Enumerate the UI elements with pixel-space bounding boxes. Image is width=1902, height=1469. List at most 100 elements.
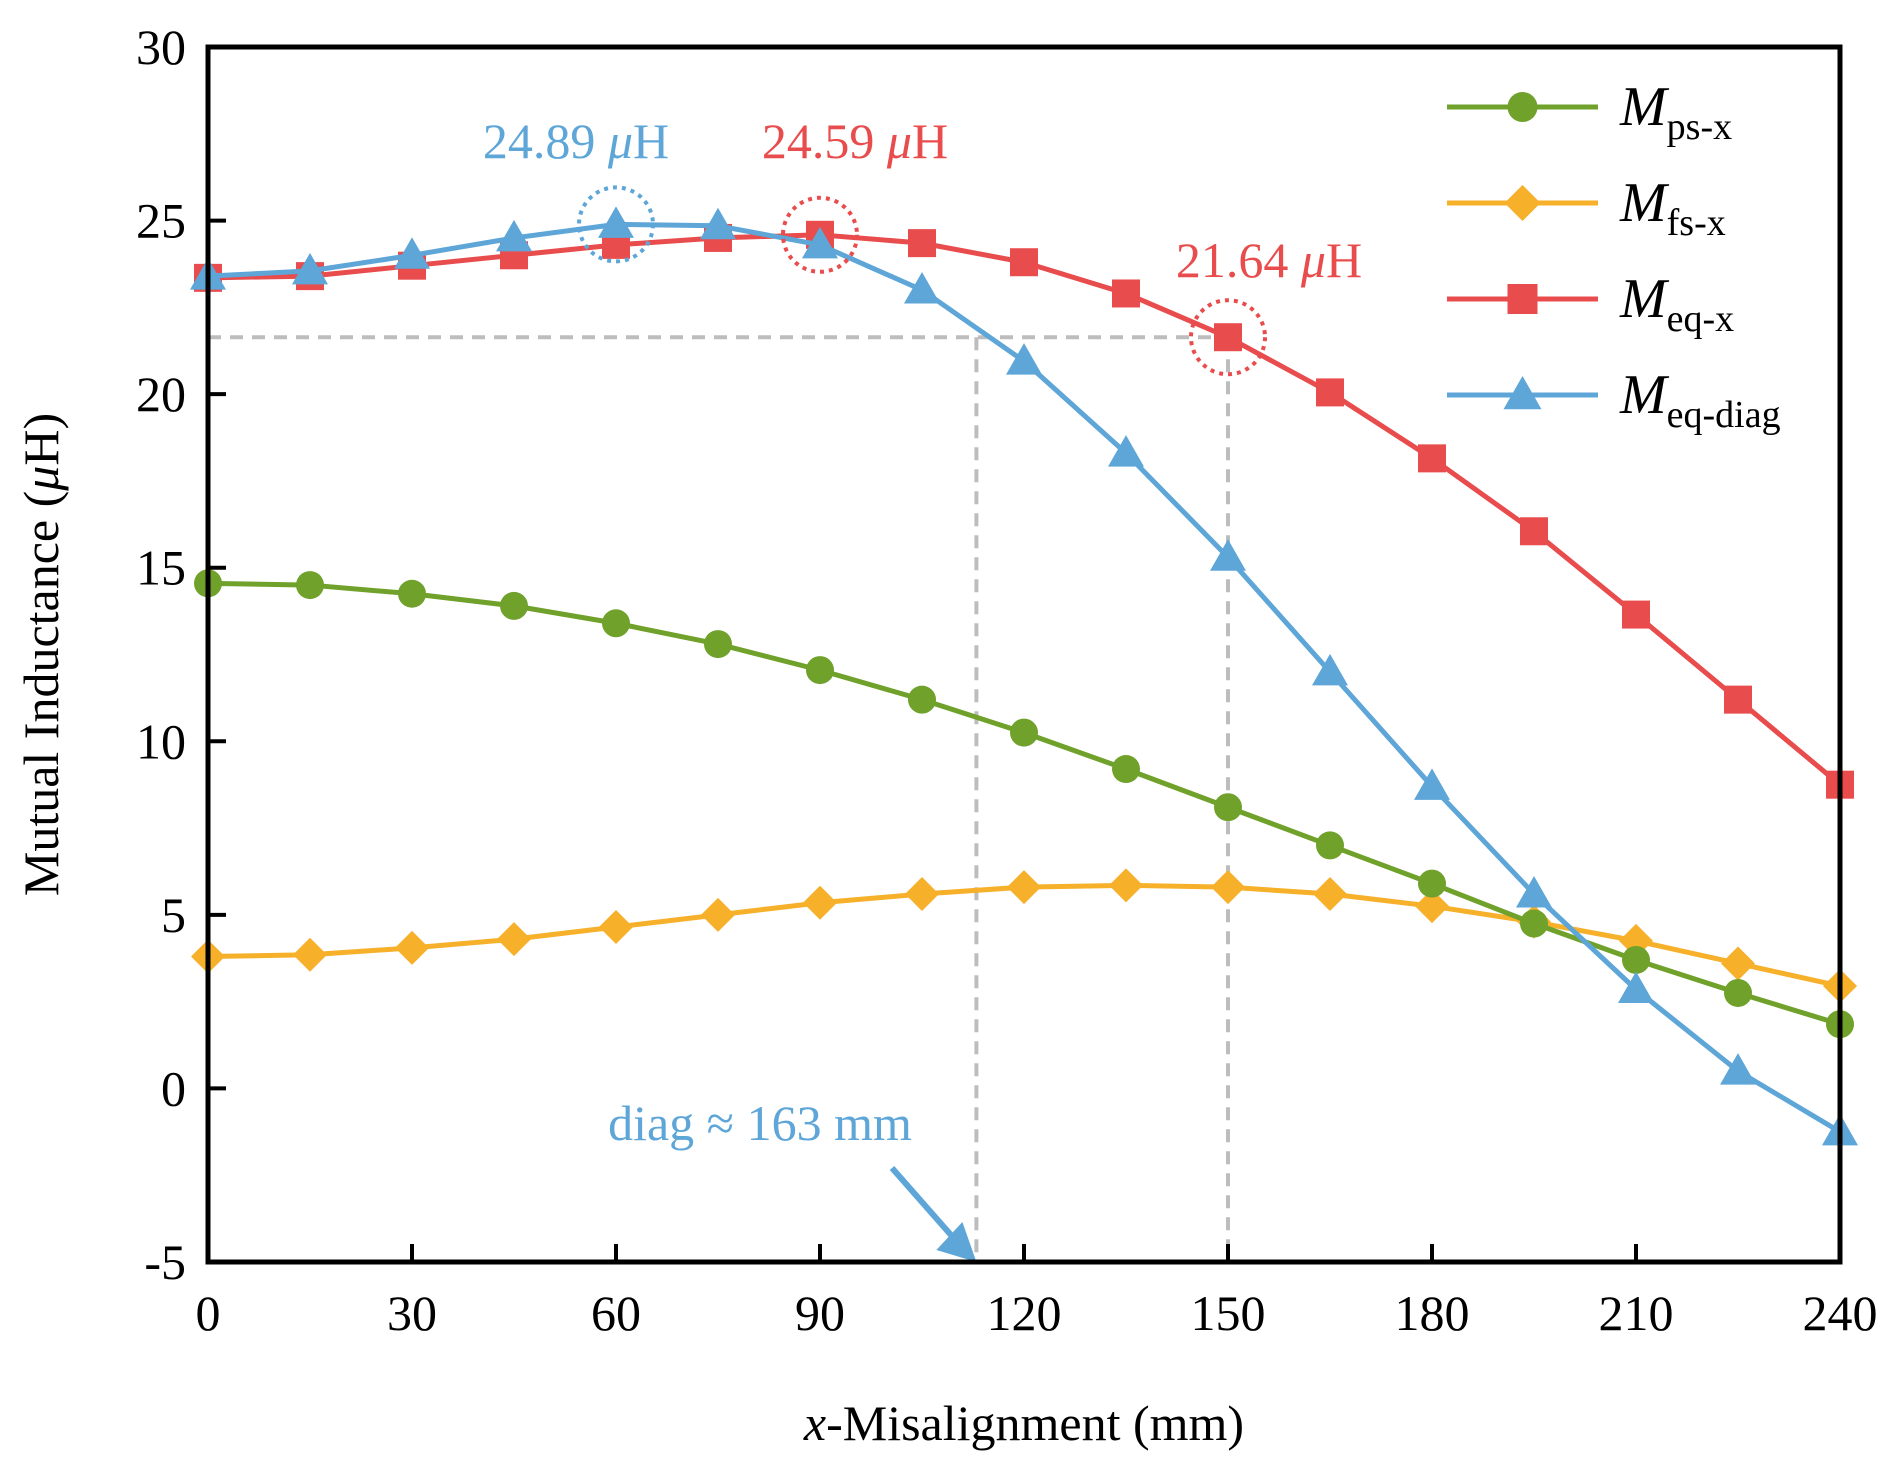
highlight-circle [1189,298,1267,377]
y-tick-label: 15 [136,540,186,596]
x-tick-label: 0 [196,1285,221,1341]
legend-entry: Mfs-x [1447,172,1726,244]
legend: Mps-x Mfs-x Meq-x Meq-diag [1447,76,1781,436]
data-point [1622,600,1650,629]
data-point [1112,279,1140,308]
data-point [700,207,736,240]
y-tick-label: 20 [136,366,186,422]
data-point [1724,978,1752,1007]
y-tick-label: 5 [161,887,186,943]
data-point [908,685,936,714]
y-tick-label: -5 [144,1234,186,1290]
series-M_fs-x [191,868,1857,1004]
legend-label: Mps-x [1619,76,1732,148]
data-point [395,930,429,965]
data-point [293,937,327,972]
data-point [1010,718,1038,747]
x-axis-ticks: 0 30 60 90 120 150 180 210 240 [196,1244,1878,1341]
data-point [1418,444,1446,473]
data-point [905,877,939,912]
data-point [1007,870,1041,905]
data-point [1006,343,1042,375]
series-M_ps-x [194,569,1854,1039]
data-point [1415,889,1449,924]
x-tick-label: 30 [387,1285,437,1341]
data-point [496,219,532,252]
x-tick-label: 90 [795,1285,845,1341]
highlight-circle [577,185,655,264]
data-point [1622,945,1650,974]
data-point [1316,831,1344,860]
data-point [602,609,630,638]
y-tick-label: 0 [161,1060,186,1116]
data-point [497,922,531,957]
data-point [1214,793,1242,822]
data-point [1418,869,1446,898]
x-tick-label: 60 [591,1285,641,1341]
data-point [398,579,426,608]
legend-label: Meq-x [1619,268,1734,340]
x-axis-title: x-Misalignment (mm) [803,1395,1244,1451]
data-point [598,206,634,238]
x-tick-label: 180 [1395,1285,1470,1341]
data-point [394,237,430,269]
data-point [296,571,324,600]
data-point [1316,378,1344,407]
data-point [1720,1053,1756,1085]
data-point [1312,653,1348,686]
data-point [1724,685,1752,714]
data-point [1010,248,1038,277]
annotation-arrow-head [936,1222,977,1262]
series-M_eq-x [194,220,1854,799]
legend-label: Mfs-x [1619,172,1726,244]
data-point [1214,323,1242,352]
data-point [1211,870,1245,905]
data-point [1618,971,1654,1003]
legend-entry: Mps-x [1447,76,1732,148]
plot-area-frame [205,44,1843,1265]
y-axis-ticks: -5 0 5 10 15 20 25 30 [136,19,226,1290]
x-tick-label: 120 [987,1285,1062,1341]
legend-marker [1503,376,1542,410]
legend-marker [1507,92,1538,122]
data-point [1516,876,1552,908]
data-point [701,897,735,932]
data-point [292,252,328,285]
data-point [1520,909,1548,938]
series-layer [190,206,1858,1146]
data-point [599,910,633,945]
x-tick-label: 240 [1803,1285,1878,1341]
y-tick-label: 25 [136,193,186,249]
data-point [500,591,528,620]
legend-marker [1507,284,1538,314]
data-point [802,226,838,259]
annotation-peak-eq: 24.59 μH [762,113,948,169]
legend-marker [1504,185,1541,221]
annotation-peak-diag: 24.89 μH [483,113,669,169]
legend-entry: Meq-x [1447,268,1734,340]
data-point [803,885,837,920]
data-point [704,630,732,659]
series-line [207,580,1841,1027]
x-tick-label: 150 [1191,1285,1266,1341]
legend-entry: Meq-diag [1447,364,1781,436]
data-point [908,229,936,258]
data-point [1520,517,1548,546]
series-M_eq-diag [190,206,1858,1146]
y-tick-label: 30 [136,19,186,75]
data-point [1414,768,1450,800]
data-point [1721,946,1755,981]
data-point [1210,539,1246,571]
x-tick-label: 210 [1599,1285,1674,1341]
annotation-layer: 24.89 μH 24.59 μH 21.64 μH diag ≈ 163 mm [483,113,1362,1262]
data-point [1108,435,1144,467]
data-point [904,272,940,304]
annotation-eq-150: 21.64 μH [1176,232,1362,288]
data-point [806,656,834,685]
annotation-diag-163: diag ≈ 163 mm [608,1095,912,1151]
series-line [207,232,1842,787]
data-point [1313,877,1347,912]
highlight-circle [781,195,859,274]
y-axis-title: Mutual Inductance (μH) [13,413,69,896]
